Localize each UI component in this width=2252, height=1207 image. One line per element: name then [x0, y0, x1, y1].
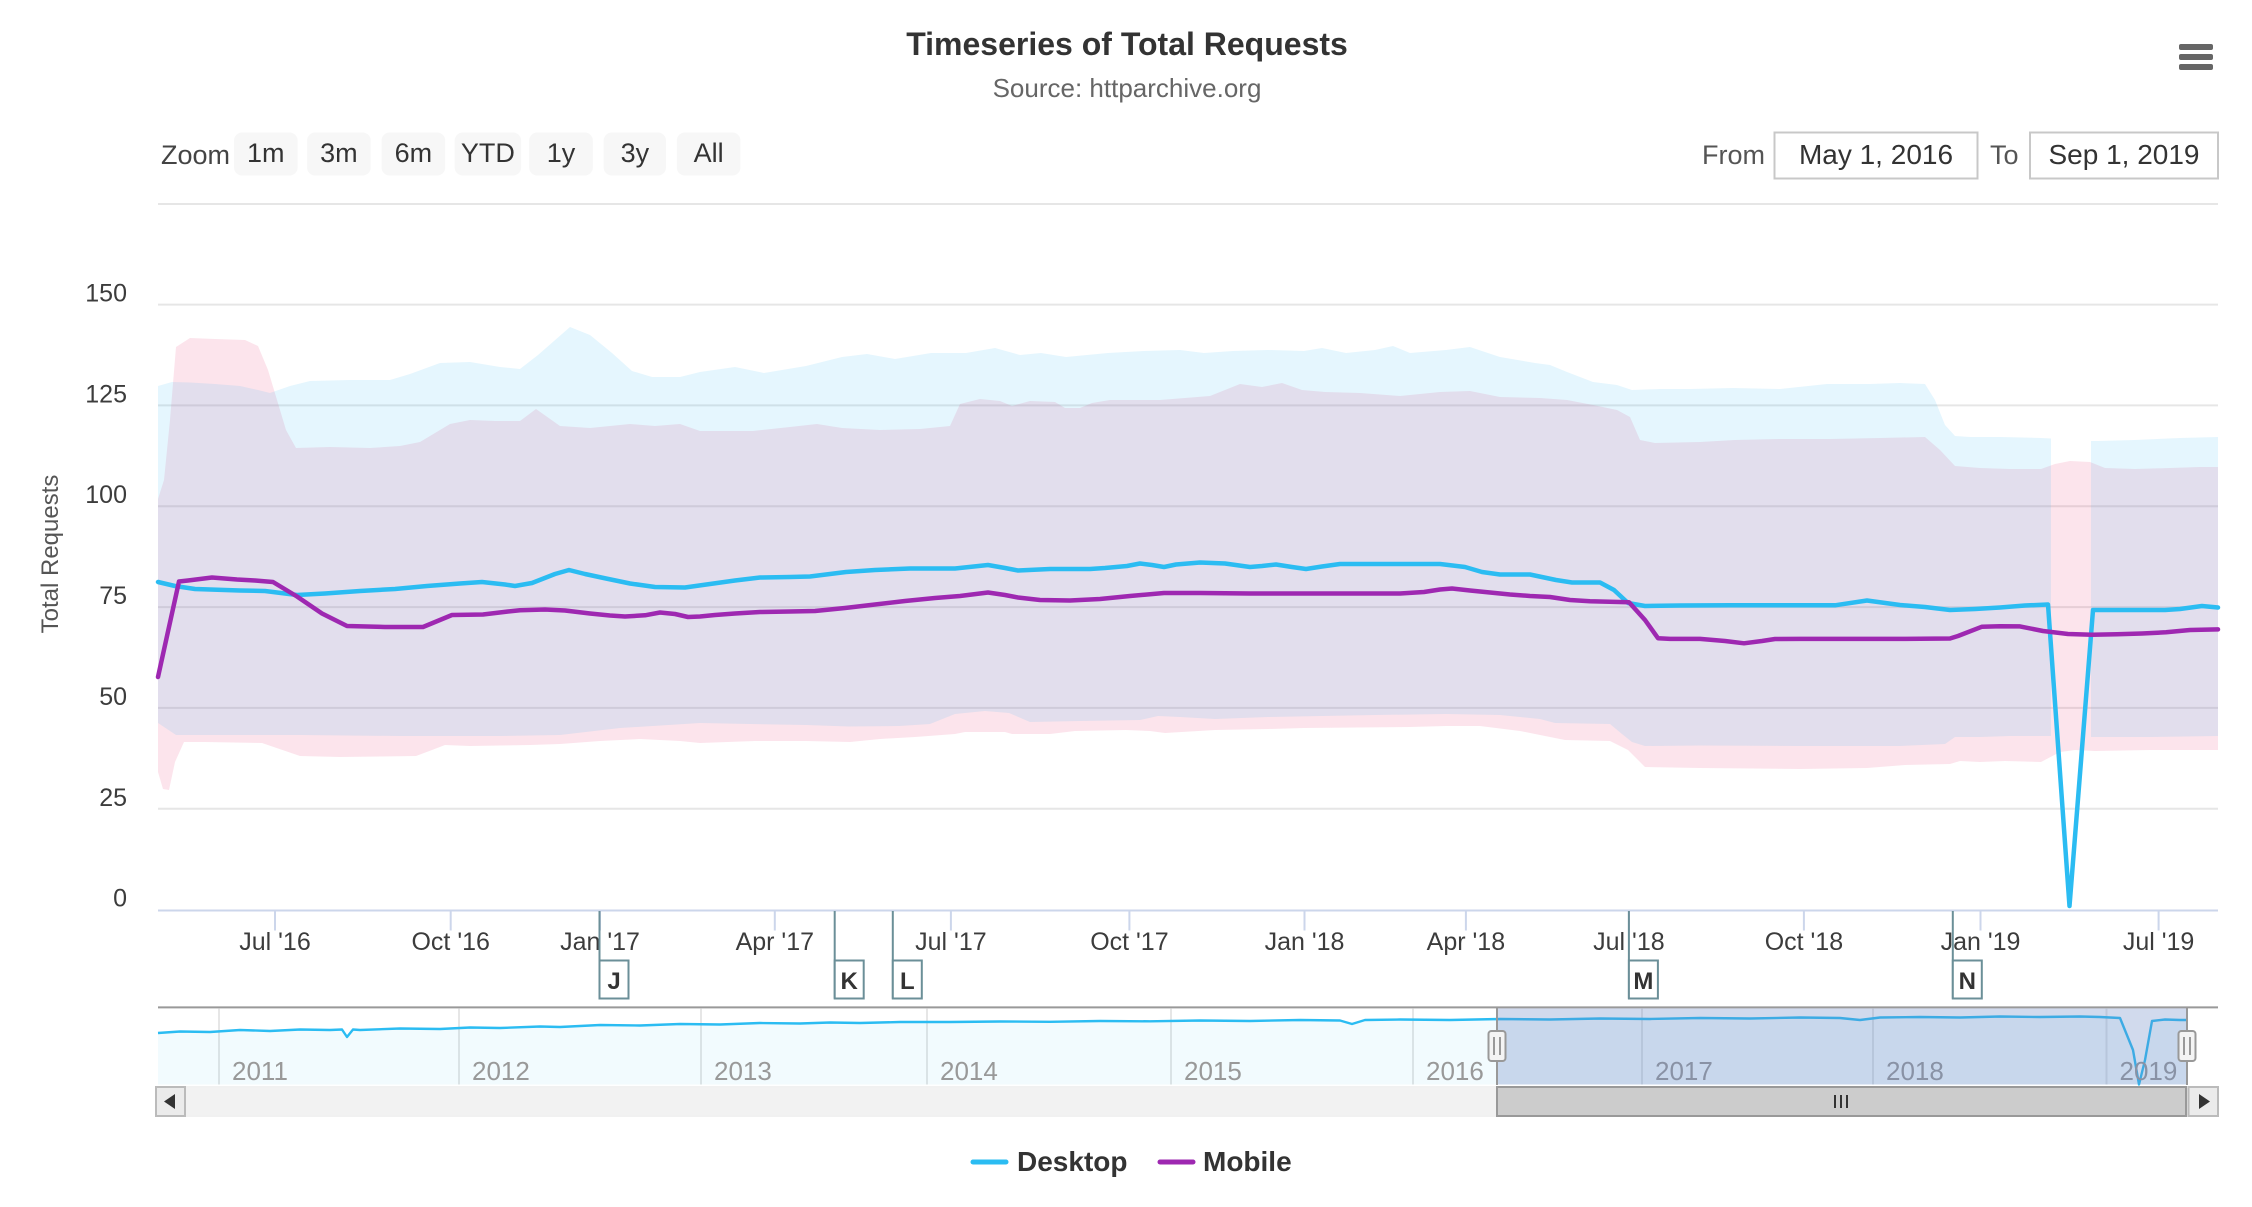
svg-text:0: 0	[113, 885, 127, 913]
svg-text:Source: httparchive.org: Source: httparchive.org	[993, 73, 1262, 103]
svg-text:Oct '18: Oct '18	[1765, 928, 1843, 956]
svg-text:2015: 2015	[1184, 1056, 1242, 1086]
svg-text:All: All	[694, 138, 724, 168]
svg-text:YTD: YTD	[461, 138, 515, 168]
svg-text:2012: 2012	[472, 1056, 530, 1086]
svg-text:6m: 6m	[395, 138, 433, 168]
svg-text:Jan '19: Jan '19	[1941, 928, 2021, 956]
svg-text:M: M	[1633, 968, 1653, 995]
svg-text:Jan '18: Jan '18	[1265, 928, 1345, 956]
svg-text:125: 125	[85, 380, 127, 408]
svg-text:Jul '19: Jul '19	[2123, 928, 2194, 956]
svg-text:50: 50	[99, 683, 127, 711]
svg-text:Total Requests: Total Requests	[37, 475, 64, 634]
svg-text:From: From	[1702, 140, 1765, 170]
svg-text:3y: 3y	[621, 138, 650, 168]
svg-text:2013: 2013	[714, 1056, 772, 1086]
svg-text:To: To	[1990, 140, 2019, 170]
svg-text:Oct '16: Oct '16	[411, 928, 489, 956]
svg-text:Timeseries of Total Requests: Timeseries of Total Requests	[906, 26, 1348, 62]
svg-text:Jul '17: Jul '17	[915, 928, 986, 956]
svg-text:K: K	[841, 968, 859, 995]
svg-text:N: N	[1959, 968, 1976, 995]
svg-text:2016: 2016	[1426, 1056, 1484, 1086]
svg-text:1y: 1y	[547, 138, 576, 168]
svg-text:Jul '16: Jul '16	[239, 928, 310, 956]
svg-text:3m: 3m	[320, 138, 358, 168]
svg-text:25: 25	[99, 784, 127, 812]
svg-text:May 1, 2016: May 1, 2016	[1799, 139, 1953, 170]
svg-text:75: 75	[99, 582, 127, 610]
svg-text:L: L	[900, 968, 915, 995]
svg-text:Sep 1, 2019: Sep 1, 2019	[2048, 139, 2199, 170]
svg-text:Apr '17: Apr '17	[736, 928, 814, 956]
svg-text:2014: 2014	[940, 1056, 998, 1086]
svg-text:2018: 2018	[1886, 1056, 1944, 1086]
svg-text:2019: 2019	[2120, 1056, 2178, 1086]
svg-text:Apr '18: Apr '18	[1427, 928, 1505, 956]
svg-text:J: J	[607, 968, 620, 995]
svg-text:Mobile: Mobile	[1203, 1146, 1292, 1177]
svg-text:Desktop: Desktop	[1017, 1146, 1127, 1177]
svg-text:Oct '17: Oct '17	[1090, 928, 1168, 956]
svg-text:150: 150	[85, 280, 127, 308]
svg-text:2017: 2017	[1655, 1056, 1713, 1086]
svg-text:Zoom: Zoom	[161, 140, 230, 170]
svg-text:1m: 1m	[247, 138, 285, 168]
svg-text:100: 100	[85, 481, 127, 509]
svg-text:2011: 2011	[232, 1056, 288, 1086]
